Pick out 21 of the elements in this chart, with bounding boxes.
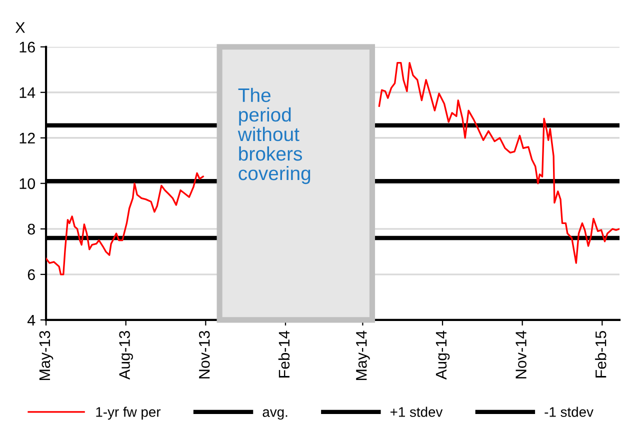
y-tick-label: 12 xyxy=(20,132,35,144)
y-tick-label: 16 xyxy=(20,42,35,53)
x-tick-label: Feb-14 xyxy=(278,330,290,378)
x-tick-label: Nov-13 xyxy=(198,331,210,378)
y-tick-label: 6 xyxy=(28,269,35,280)
y-tick-label: 14 xyxy=(20,87,36,98)
y-tick-label: 8 xyxy=(28,224,35,235)
x-tick-label: Nov-14 xyxy=(516,330,526,378)
y-tick-label: 4 xyxy=(27,314,36,326)
y-axis-title: X xyxy=(15,22,25,33)
y-tick-label: 10 xyxy=(20,178,36,190)
legend-label: +1 stdev xyxy=(390,406,443,417)
legend-label: -1 stdev xyxy=(544,406,594,417)
x-tick-label: Feb-15 xyxy=(595,330,606,378)
x-tick-label: May-13 xyxy=(39,331,54,380)
legend-label: avg. xyxy=(262,409,288,420)
legend-label: 1-yr fw per xyxy=(96,406,161,420)
x-tick-label: Aug-13 xyxy=(119,331,133,380)
band-label: The period without brokers covering xyxy=(238,88,310,184)
x-tick-label: Aug-14 xyxy=(436,330,450,380)
x-tick-label: May-14 xyxy=(356,330,370,380)
